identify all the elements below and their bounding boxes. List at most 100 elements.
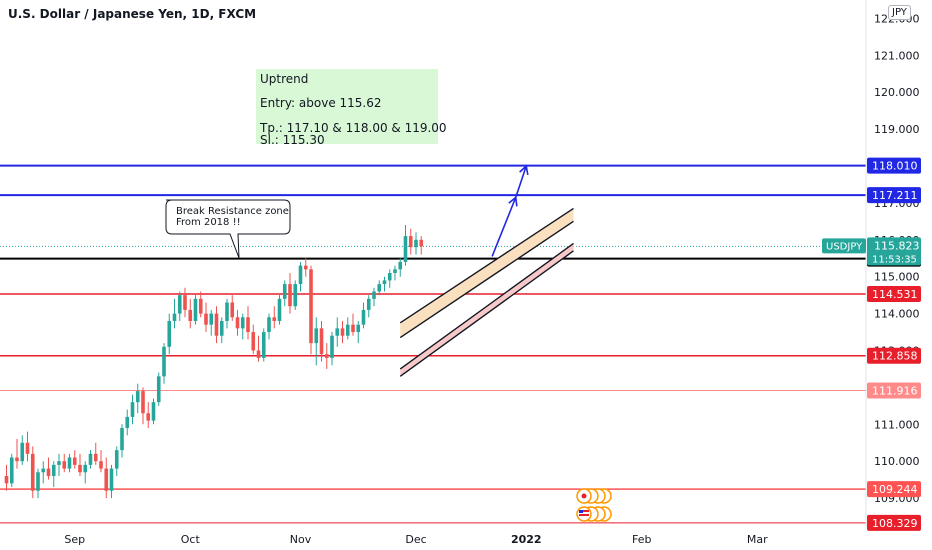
last-price-value: 115.823 — [874, 239, 920, 252]
note-targets: Tp.: 117.10 & 118.00 & 119.00 — [260, 121, 447, 135]
candle-body — [335, 328, 340, 336]
price-tag-label: 118.010 — [872, 160, 918, 173]
candle-body — [30, 453, 35, 491]
candle-body — [282, 284, 287, 299]
candle — [209, 309, 214, 336]
candle-body — [88, 453, 93, 465]
callout-bubble — [165, 199, 291, 259]
candle-body — [230, 302, 235, 318]
candle-body — [288, 284, 292, 307]
channel-upper-fill — [400, 208, 574, 338]
candle-body — [382, 280, 387, 285]
candle — [340, 320, 345, 344]
price-tag-label: 111.916 — [872, 384, 918, 397]
candle-body — [57, 461, 61, 465]
candle-body — [246, 317, 250, 333]
candle — [20, 435, 25, 465]
candle — [419, 236, 424, 255]
candle — [120, 424, 124, 458]
currency-button[interactable]: JPY — [888, 5, 911, 20]
candle — [193, 295, 198, 325]
candle — [93, 442, 98, 465]
candle — [219, 317, 224, 344]
candle-body — [104, 468, 109, 491]
candle-body — [67, 457, 72, 469]
candle-body — [351, 324, 355, 333]
japan-flag-sun-icon — [581, 493, 587, 499]
price-tag-bg — [867, 514, 921, 531]
price-tag: 109.244 — [867, 481, 921, 498]
channel-line-upper — [399, 207, 574, 324]
candle — [398, 258, 403, 277]
candle — [156, 372, 161, 406]
candle-body — [177, 295, 182, 314]
symbol-tag-label: USDJPY — [826, 241, 863, 252]
candle — [366, 295, 371, 318]
x-tick-label: Oct — [181, 533, 201, 546]
candle — [282, 280, 287, 307]
price-tag-bg — [867, 481, 921, 498]
candle — [351, 313, 355, 336]
candle — [41, 461, 46, 484]
candle — [298, 261, 303, 292]
candle — [72, 450, 77, 469]
price-tag: 112.858 — [867, 347, 921, 364]
candle — [146, 402, 151, 428]
candles — [4, 225, 424, 499]
price-tag-bg — [867, 157, 921, 174]
candle-body — [15, 457, 19, 462]
x-tick-label: 2022 — [511, 533, 542, 546]
candle-body — [414, 239, 418, 248]
candle — [83, 461, 88, 484]
note-entry: Entry: above 115.62 — [260, 96, 382, 110]
candle — [46, 457, 51, 480]
candle-body — [319, 328, 324, 355]
candle — [57, 453, 61, 476]
candle-body — [141, 391, 145, 414]
candle-body — [345, 324, 350, 336]
candle — [109, 464, 114, 499]
note-trend: Uptrend — [260, 72, 309, 86]
candle — [88, 450, 93, 469]
x-tick-label: Nov — [290, 533, 312, 546]
candle-body — [303, 265, 308, 270]
candle-body — [267, 317, 271, 333]
candle-body — [41, 468, 46, 473]
chart-title: U.S. Dollar / Japanese Yen, 1D, FXCM — [8, 7, 257, 21]
candle — [256, 335, 261, 362]
candle — [272, 306, 277, 329]
price-tag-label: 109.244 — [872, 483, 918, 496]
candle — [25, 431, 30, 462]
candle — [319, 320, 324, 362]
candle — [130, 394, 135, 425]
candle — [345, 317, 350, 340]
candle-body — [277, 298, 282, 321]
candle-body — [62, 461, 67, 469]
candle — [356, 320, 361, 344]
price-tag-bg — [867, 382, 921, 399]
candle — [36, 468, 40, 499]
candle — [335, 317, 340, 347]
price-tag-label: 108.329 — [872, 517, 918, 530]
candle-body — [235, 317, 240, 329]
candle — [261, 328, 266, 362]
event-icons[interactable] — [576, 488, 612, 522]
candle — [15, 439, 19, 469]
us-flag-stripe-icon — [579, 510, 589, 512]
callout-line-2: From 2018 !! — [176, 217, 241, 228]
candle-body — [356, 324, 361, 333]
candle — [246, 306, 250, 340]
candle-body — [36, 472, 40, 491]
y-tick-label: 110.000 — [874, 455, 920, 468]
candle — [114, 446, 119, 476]
candle-body — [183, 295, 187, 310]
time-axis[interactable]: Sep Oct Nov Dec 2022 Feb Mar — [64, 533, 768, 546]
candle-body — [83, 464, 88, 473]
channel-line-lower-inner — [399, 250, 574, 377]
candle — [393, 265, 397, 281]
candle — [162, 343, 166, 384]
candle-body — [219, 320, 224, 336]
note-stop-loss: Sl.: 115.30 — [260, 133, 325, 147]
candle-body — [272, 317, 277, 321]
